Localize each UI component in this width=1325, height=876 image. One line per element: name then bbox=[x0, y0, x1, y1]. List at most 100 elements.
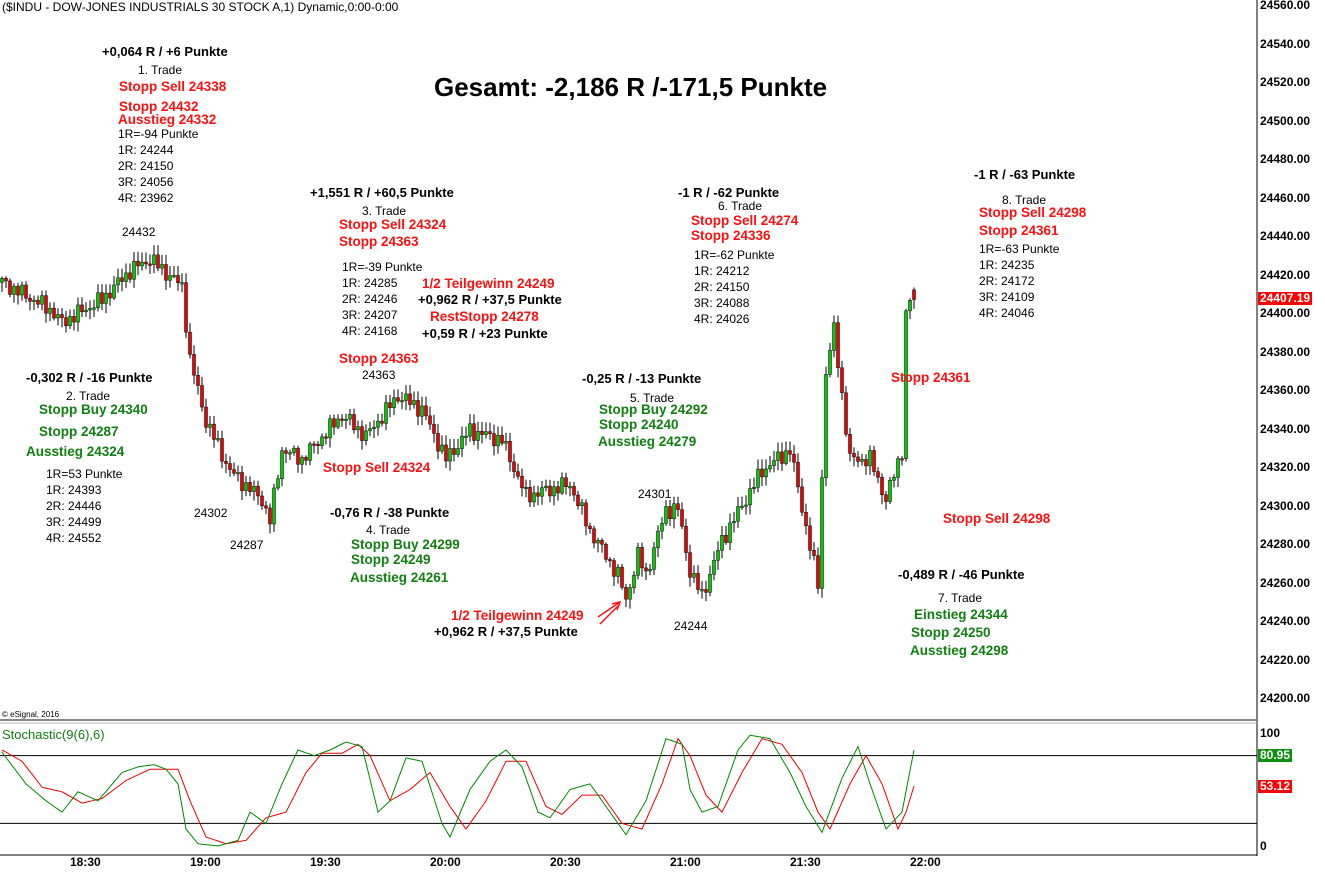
x-tick-label: 20:30 bbox=[550, 855, 581, 869]
candle-body bbox=[476, 430, 480, 441]
trade-annotation: Stopp 24287 bbox=[39, 424, 119, 439]
trade-annotation: Stopp 24240 bbox=[599, 417, 679, 432]
candle-body bbox=[900, 458, 904, 461]
candle-body bbox=[260, 495, 264, 507]
y-tick-label: 24460.00 bbox=[1260, 190, 1311, 205]
candle-body bbox=[800, 486, 804, 513]
candle-body bbox=[268, 507, 272, 525]
candle-body bbox=[396, 397, 400, 402]
candle-body bbox=[176, 275, 180, 284]
k-value-badge: 80.95 bbox=[1258, 747, 1293, 762]
trade-annotation: 24287 bbox=[230, 538, 264, 552]
candle-body bbox=[72, 316, 76, 323]
candle-body bbox=[712, 560, 716, 575]
candle-body bbox=[632, 574, 636, 588]
candle-body bbox=[468, 423, 472, 437]
trade-annotation: 8. Trade bbox=[1002, 193, 1047, 207]
candle-body bbox=[832, 322, 836, 351]
candle-body bbox=[876, 471, 880, 478]
candle-body bbox=[580, 502, 584, 506]
candle-body bbox=[504, 441, 508, 444]
candle-body bbox=[284, 450, 288, 454]
candle-body bbox=[816, 555, 820, 589]
candle-body bbox=[732, 521, 736, 524]
trade-annotation: -0,489 R / -46 Punkte bbox=[898, 567, 1025, 582]
trade-annotation: RestStopp 24278 bbox=[430, 309, 539, 324]
candle-body bbox=[140, 261, 144, 267]
candle-body bbox=[780, 451, 784, 464]
candle-body bbox=[668, 506, 672, 519]
candle-body bbox=[164, 264, 168, 281]
d-value-badge: 53.12 bbox=[1258, 778, 1293, 793]
trade-annotation: 24244 bbox=[674, 619, 708, 633]
candle-body bbox=[304, 457, 308, 461]
candle-body bbox=[836, 322, 840, 368]
stoch-d-line bbox=[1, 737, 915, 845]
candle-body bbox=[440, 444, 444, 452]
candle-body bbox=[680, 509, 684, 527]
y-tick-label: 24220.00 bbox=[1260, 652, 1311, 667]
x-tick-label: 21:00 bbox=[670, 855, 701, 869]
candle-body bbox=[700, 589, 704, 592]
candle-body bbox=[424, 405, 428, 417]
candle-body bbox=[660, 523, 664, 532]
candle-body bbox=[80, 304, 84, 313]
candle-body bbox=[840, 367, 844, 393]
stoch-tick-label: 0 bbox=[1260, 839, 1267, 853]
candle-body bbox=[436, 433, 440, 452]
y-tick-label: 24480.00 bbox=[1260, 152, 1311, 166]
candle-body bbox=[752, 487, 756, 490]
candle-body bbox=[804, 511, 808, 527]
candle-body bbox=[556, 486, 560, 494]
candle-body bbox=[36, 299, 40, 305]
candle-body bbox=[716, 550, 720, 561]
candle-body bbox=[612, 560, 616, 577]
candle-body bbox=[112, 284, 116, 299]
arrow-icon bbox=[597, 600, 622, 625]
candle-body bbox=[180, 282, 184, 285]
candle-body bbox=[108, 292, 112, 299]
candle-body bbox=[756, 468, 760, 488]
candle-body bbox=[200, 385, 204, 408]
candle-body bbox=[336, 418, 340, 428]
candle-body bbox=[708, 574, 712, 593]
candle-body bbox=[412, 400, 416, 405]
y-tick-label: 24560.00 bbox=[1260, 0, 1311, 12]
candle-body bbox=[160, 264, 164, 269]
candle-body bbox=[584, 502, 588, 527]
candle-body bbox=[364, 430, 368, 441]
trade-annotation: 4R: 24046 bbox=[979, 306, 1035, 320]
candle-body bbox=[560, 477, 564, 494]
x-tick-label: 21:30 bbox=[790, 855, 821, 869]
candle-body bbox=[500, 435, 504, 444]
candle-body bbox=[748, 488, 752, 506]
candle-body bbox=[64, 317, 68, 327]
candle-body bbox=[852, 453, 856, 458]
candle-body bbox=[124, 272, 128, 282]
candle-body bbox=[40, 295, 44, 305]
trade-annotation: Stopp Sell 24298 bbox=[979, 205, 1087, 220]
trade-annotation: 3R: 24056 bbox=[118, 175, 174, 189]
candle-body bbox=[760, 468, 764, 478]
chart-title: ($INDU - DOW-JONES INDUSTRIALS 30 STOCK … bbox=[2, 0, 399, 14]
candle-body bbox=[848, 434, 852, 454]
candle-body bbox=[68, 316, 72, 327]
candle-body bbox=[860, 459, 864, 462]
candle-body bbox=[144, 261, 148, 265]
trade-annotation: 6. Trade bbox=[718, 199, 763, 213]
trade-annotation: Einstieg 24344 bbox=[914, 607, 1008, 622]
candle-body bbox=[908, 300, 912, 312]
y-tick-label: 24240.00 bbox=[1260, 614, 1311, 628]
candle-body bbox=[512, 461, 516, 472]
trade-annotation: 5. Trade bbox=[630, 391, 675, 405]
candle-body bbox=[252, 485, 256, 492]
candle-body bbox=[456, 448, 460, 455]
candle-body bbox=[888, 479, 892, 502]
trade-annotation: 4R: 24026 bbox=[694, 312, 750, 326]
candle-body bbox=[4, 278, 8, 282]
candle-body bbox=[532, 492, 536, 503]
candle-body bbox=[764, 468, 768, 478]
candle-body bbox=[664, 506, 668, 524]
candle-body bbox=[608, 559, 612, 562]
y-tick-label: 24280.00 bbox=[1260, 537, 1311, 551]
